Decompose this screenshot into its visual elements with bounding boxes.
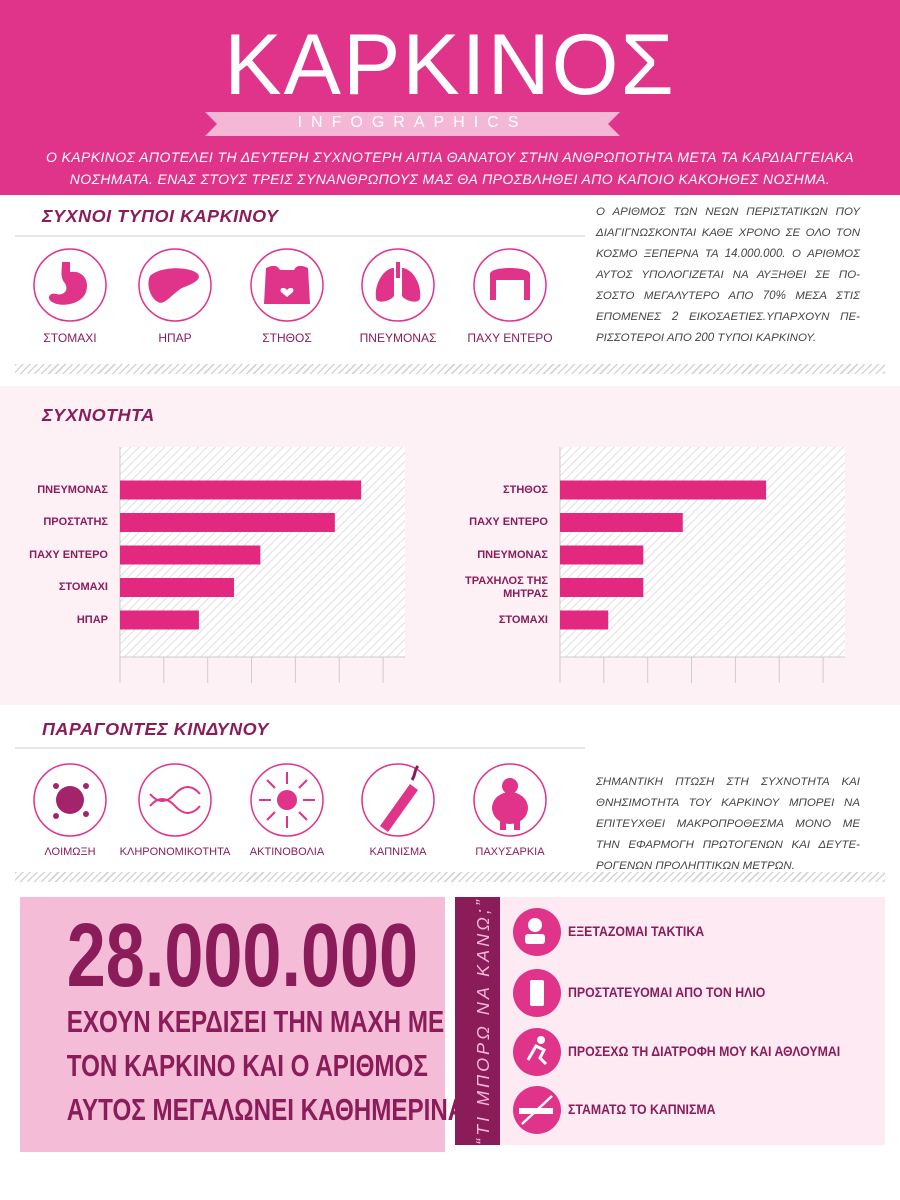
ribbon-text: INFOGRAPHICS (297, 114, 528, 131)
bar (120, 480, 362, 500)
bar (120, 513, 335, 532)
paragraph-line: ΘΝΗΣΙΜΟΤΗΤΑ ΤΟΥ ΚΑΡΚΙΝΟΥ ΜΠΟΡΕΙ ΝΑ (596, 797, 860, 809)
paragraph-line: ΑΥΤΟΣ ΥΠΟΛΟΓΙΖΕΤΑΙ ΝΑ ΑΥΞΗΘΕΙ ΣΕ ΠΟ- (596, 269, 860, 281)
risk-label: ΛΟΙΜΩΞΗ (44, 846, 96, 858)
category-label: ΠΝΕΥΜΟΝΑΣ (37, 483, 108, 496)
paragraph-line: ΕΠΟΜΕΝΕΣ 2 ΕΙΚΟΣΑΕΤΙΕΣ.ΥΠΑΡΧΟΥΝ ΠΕ- (596, 311, 860, 323)
actions-heading: “ΤΙ ΜΠΟΡΩ ΝΑ ΚΑΝΩ;” (473, 897, 493, 1145)
separator (15, 364, 885, 374)
action-glyphs (519, 918, 553, 1125)
stat-line: ΕΧΟΥΝ ΚΕΡΔΙΣΕΙ ΤΗΝ ΜΑΧΗ ΜΕ (66, 1004, 445, 1039)
category-label: ΠΑΧΥ ΕΝΤΕΡΟ (469, 516, 548, 528)
action-label: ΕΞΕΤΑΖΟΜΑΙ ΤΑΚΤΙΚΑ (568, 923, 705, 939)
bar (560, 513, 683, 532)
paragraph-line: ΕΠΙΤΕΥΧΘΕΙ ΜΑΚΡΟΠΡΟΘΕΣΜΑ ΜΟΝΟ ΜΕ (596, 818, 860, 830)
paragraph-line: ΡΟΓΕΝΩΝ ΠΡΟΛΗΠΤΙΚΩΝ ΜΕΤΡΩΝ. (596, 860, 795, 872)
category-label: ΣΤΟΜΑΧΙ (498, 613, 548, 626)
actions-strip (455, 897, 500, 1145)
risk-label: ΑΚΤΙΝΟΒΟΛΙΑ (249, 846, 325, 858)
category-label: ΠΑΧΥ ΕΝΤΕΡΟ (29, 548, 108, 561)
category-label: ΠΡΟΣΤΑΤΗΣ (43, 516, 108, 528)
type-glyphs (49, 262, 530, 305)
risk-label: ΠΑΧΥΣΑΡΚΙΑ (475, 846, 545, 858)
bar (560, 578, 644, 597)
intro-line: Ο ΚΑΡΚΙΝΟΣ ΑΠΟΤΕΛΕΙ ΤΗ ΔΕΥΤΕΡΗ ΣΥΧΝΟΤΕΡΗ… (45, 149, 855, 165)
stat-box (20, 897, 445, 1152)
stat-number: 28.000.000 (66, 906, 419, 1006)
bar (120, 610, 199, 630)
action-label: ΣΤΑΜΑΤΩ ΤΟ ΚΑΠΝΙΣΜΑ (568, 1101, 716, 1117)
intro-line: ΝΟΣΗΜΑΤΑ. ΕΝΑΣ ΣΤΟΥΣ ΤΡΕΙΣ ΣΥΝΑΝΘΡΩΠΟΥΣ … (69, 171, 831, 187)
paragraph-line: ΣΟΣΤΟ ΜΕΓΑΛΥΤΕΡΟ ΑΠΟ 70% ΜΕΣΑ ΣΤΙΣ (596, 290, 860, 302)
paragraph-line: ΡΙΣΣΟΤΕΡΟΙ ΑΠΟ 200 ΤΥΠΟΙ ΚΑΡΚΙΝΟΥ. (596, 332, 817, 344)
risk-glyphs (53, 764, 528, 832)
bar (560, 480, 767, 500)
bar (560, 545, 644, 565)
type-label: ΣΤΟΜΑΧΙ (43, 331, 97, 345)
category-label: ΣΤΗΘΟΣ (503, 483, 548, 496)
category-label: ΤΡΑΧΗΛΟΣ ΤΗΣ ΜΗΤΡΑΣ (465, 574, 548, 600)
type-label: ΣΤΗΘΟΣ (262, 331, 312, 345)
type-label: ΗΠΑΡ (158, 331, 192, 345)
action-label: ΠΡΟΣΤΑΤΕΥΟΜΑΙ ΑΠΟ ΤΟΝ ΗΛΙΟ (568, 984, 766, 1000)
paragraph-line: ΚΟΣΜΟ ΞΕΠΕΡΝΑ ΤΑ 14.000.000. Ο ΑΡΙΘΜΟΣ (596, 248, 860, 260)
action-label: ΠΡΟΣΕΧΩ ΤΗ ΔΙΑΤΡΟΦΗ ΜΟΥ ΚΑΙ ΑΘΛΟΥΜΑΙ (568, 1043, 841, 1059)
risk-label: ΚΑΠΝΙΣΜΑ (369, 846, 427, 858)
bar (560, 610, 609, 630)
section-heading: ΣΥΧΝΟΙ ΤΥΠΟΙ ΚΑΡΚΙΝΟΥ (42, 206, 279, 226)
category-label: ΣΤΟΜΑΧΙ (58, 581, 108, 593)
title: ΚΑΡΚΙΝΟΣ (224, 17, 676, 113)
category-label: ΗΠΑΡ (76, 613, 108, 626)
header-band (0, 0, 900, 195)
bar (120, 545, 261, 565)
bar (120, 578, 234, 597)
ribbon (205, 112, 620, 136)
section-heading: ΠΑΡΑΓΟΝΤΕΣ ΚΙΝΔΥΝΟΥ (42, 719, 269, 739)
risk-label: ΚΛΗΡΟΝΟΜΙΚΟΤΗΤΑ (119, 846, 231, 858)
type-label: ΠΑΧΥ ΕΝΤΕΡΟ (467, 331, 553, 345)
paragraph-line: ΤΗΝ ΕΦΑΡΜΟΓΗ ΠΡΩΤΟΓΕΝΩΝ ΚΑΙ ΔΕΥΤΕ- (596, 839, 860, 851)
type-label: ΠΝΕΥΜΟΝΑΣ (359, 331, 437, 345)
section-heading: ΣΥΧΝΟΤΗΤΑ (42, 405, 155, 425)
paragraph-line: ΔΙΑΓΙΓΝΩΣΚΟΝΤΑΙ ΚΑΘΕ ΧΡΟΝΟ ΣΕ ΟΛΟ ΤΟΝ (596, 227, 860, 239)
stat-line: ΤΟΝ ΚΑΡΚΙΝΟ ΚΑΙ Ο ΑΡΙΘΜΟΣ (66, 1048, 428, 1083)
category-label: ΠΝΕΥΜΟΝΑΣ (477, 548, 548, 561)
paragraph-line: Ο ΑΡΙΘΜΟΣ ΤΩΝ ΝΕΩΝ ΠΕΡΙΣΤΑΤΙΚΩΝ ΠΟΥ (596, 206, 860, 218)
stat-line: ΑΥΤΟΣ ΜΕΓΑΛΩΝΕΙ ΚΑΘΗΜΕΡΙΝΑ (66, 1092, 466, 1127)
paragraph-line: ΣΗΜΑΝΤΙΚΗ ΠΤΩΣΗ ΣΤΗ ΣΥΧΝΟΤΗΤΑ ΚΑΙ (596, 776, 860, 788)
separator (15, 872, 885, 882)
actions-box (500, 897, 885, 1145)
